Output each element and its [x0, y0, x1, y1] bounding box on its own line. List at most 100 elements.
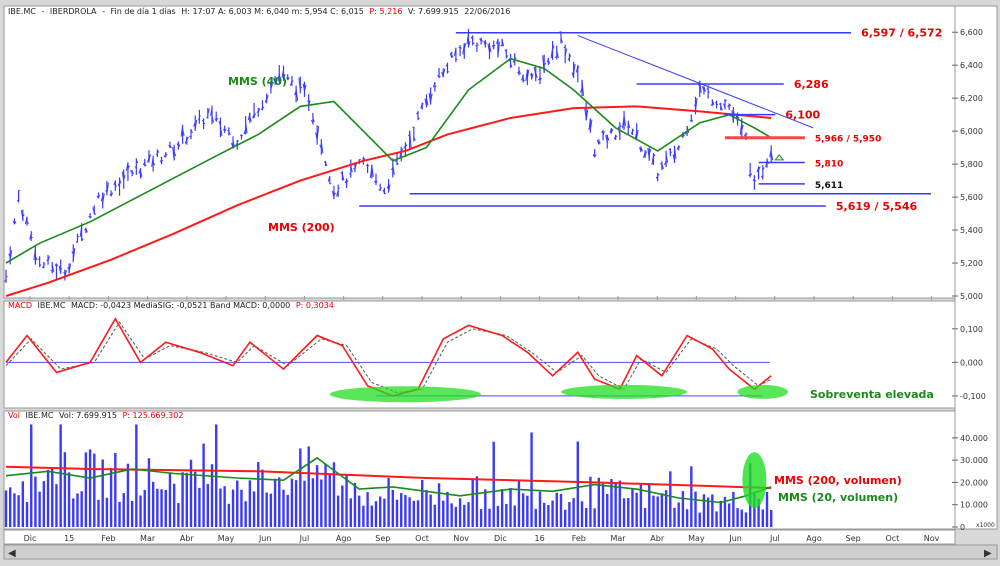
volume-bar	[522, 493, 524, 527]
volume-bar	[202, 444, 204, 527]
volume-bar	[308, 446, 310, 527]
oversold-highlight	[330, 386, 481, 402]
volume-bar	[404, 495, 406, 527]
mms200-vol-label: MMS (200, volumen)	[774, 474, 902, 487]
volume-bar	[118, 502, 120, 527]
price-panel[interactable]	[4, 6, 955, 298]
volume-bar	[26, 502, 28, 527]
volume-bar	[127, 464, 129, 527]
price-header-name: IBERDROLA	[50, 7, 97, 16]
volume-bar	[703, 494, 705, 527]
volume-bar	[720, 501, 722, 527]
price-header-period: Fin de día 1 días	[111, 7, 176, 16]
volume-bar	[732, 492, 734, 527]
volume-bar	[249, 480, 251, 527]
x-tick-label: Jun	[728, 534, 742, 543]
volume-bar	[299, 448, 301, 527]
volume-bar	[9, 487, 11, 527]
price-bar-open	[240, 135, 242, 136]
volume-bar	[467, 502, 469, 527]
volume-bar	[341, 485, 343, 527]
volume-bar	[417, 500, 419, 527]
macd-header-prefix: MACD	[8, 301, 32, 310]
scroll-left-icon[interactable]: ◀	[8, 548, 16, 559]
volume-bar	[652, 496, 654, 527]
price-header-stats: H: 17:07 A: 6,003 M: 6,040 m: 5,954 C: 6…	[181, 7, 364, 16]
volume-bar	[446, 492, 448, 527]
scrollbar[interactable]	[4, 545, 997, 559]
volume-bar	[345, 475, 347, 527]
volume-bar	[661, 493, 663, 527]
price-bar-open	[110, 194, 112, 195]
volume-bar	[715, 511, 717, 527]
price-y-label: 6,000	[960, 127, 983, 136]
x-tick-label: Jul	[299, 534, 310, 543]
volume-bar	[303, 481, 305, 527]
price-header-sep2: -	[102, 7, 105, 16]
volume-bar	[194, 472, 196, 527]
volume-bar	[577, 441, 579, 527]
price-header: IBE.MC - IBERDROLA - Fin de día 1 días H…	[8, 7, 510, 16]
x-tick-label: Sep	[846, 534, 861, 543]
mms200-label: MMS (200)	[268, 221, 335, 234]
price-bar-close	[447, 71, 449, 72]
price-bar-open	[261, 109, 263, 110]
volume-bar	[673, 508, 675, 527]
volume-bar	[152, 482, 154, 527]
volume-bar	[366, 492, 368, 527]
volume-bar	[678, 502, 680, 527]
price-level-label: 6,286	[794, 78, 829, 91]
volume-bar	[623, 498, 625, 527]
price-header-sep: -	[41, 7, 44, 16]
volume-bar	[156, 489, 158, 527]
volume-bar	[694, 492, 696, 527]
volume-bar	[337, 496, 339, 527]
price-header-date: 22/06/2016	[464, 7, 510, 16]
vol-unit-label: x1000	[976, 522, 995, 529]
volume-bar	[97, 500, 99, 527]
volume-bar	[181, 472, 183, 527]
volume-y-label: 30.000	[960, 456, 988, 465]
volume-bar	[543, 503, 545, 527]
volume-bar	[484, 489, 486, 527]
volume-bar	[383, 499, 385, 527]
x-tick-label: Jun	[258, 534, 272, 543]
volume-bar	[539, 492, 541, 527]
scroll-right-icon[interactable]: ▶	[984, 548, 992, 559]
x-tick-label: Nov	[453, 534, 469, 543]
volume-bar	[547, 505, 549, 527]
volume-header-symbol: IBE.MC	[26, 411, 54, 420]
volume-bar	[17, 495, 19, 527]
volume-bar	[358, 496, 360, 527]
volume-bar	[207, 484, 209, 527]
volume-bar	[568, 502, 570, 527]
x-tick-label: Oct	[885, 534, 899, 543]
volume-bar	[535, 509, 537, 527]
volume-bar	[228, 504, 230, 527]
volume-bar	[47, 470, 49, 527]
volume-bar	[682, 491, 684, 527]
volume-bar	[476, 476, 478, 527]
x-tick-label: Sep	[375, 534, 390, 543]
volume-bar	[560, 494, 562, 527]
volume-bar	[463, 505, 465, 527]
x-tick-label: Ago	[806, 534, 822, 543]
price-level-label: 6,597 / 6,572	[861, 27, 942, 40]
volume-bar	[509, 488, 511, 527]
price-bar-close	[162, 160, 164, 161]
volume-bar	[442, 501, 444, 527]
volume-bar	[644, 508, 646, 527]
price-level-label: 5,611	[815, 181, 843, 191]
price-bar-open	[690, 120, 692, 121]
volume-bar	[745, 512, 747, 527]
mms20-vol-label: MMS (20, volumen)	[778, 491, 898, 504]
volume-bar	[354, 483, 356, 527]
volume-bar	[93, 454, 95, 527]
volume-header-pct: P: 125.669.302	[122, 411, 183, 420]
volume-bar	[51, 469, 53, 527]
price-bar-open	[156, 154, 158, 155]
volume-bar	[177, 503, 179, 527]
volume-bar	[640, 485, 642, 527]
volume-bar	[711, 494, 713, 527]
